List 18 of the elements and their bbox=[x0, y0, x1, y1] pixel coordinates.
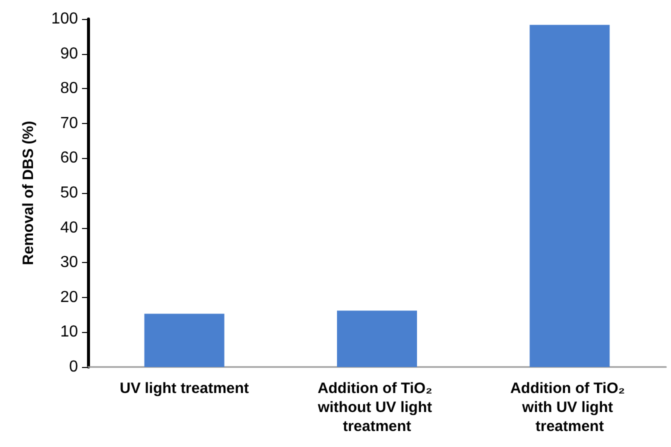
y-tick-label: 20 bbox=[60, 288, 78, 306]
y-tick-label: 100 bbox=[51, 10, 78, 28]
x-tick-label: UV light treatment bbox=[120, 380, 249, 397]
y-tick-label: 0 bbox=[69, 358, 78, 376]
bar bbox=[144, 314, 224, 367]
y-tick-label: 90 bbox=[60, 45, 78, 62]
y-tick-label: 40 bbox=[60, 219, 78, 236]
y-tick-label: 30 bbox=[60, 254, 78, 272]
x-tick-label: Addition of TiO₂ without UV light treatment bbox=[316, 380, 436, 435]
bar bbox=[530, 24, 610, 367]
y-tick-label: 70 bbox=[60, 114, 78, 132]
y-tick-label: 80 bbox=[60, 80, 78, 98]
bar bbox=[337, 310, 417, 367]
y-tick-label: 10 bbox=[60, 324, 78, 341]
x-tick-label: Addition of TiO₂ with UV light treatment bbox=[510, 380, 630, 435]
y-tick-label: 60 bbox=[60, 150, 78, 167]
y-axis-title: Removal of DBS (%) bbox=[20, 120, 37, 266]
y-tick-label: 50 bbox=[60, 184, 78, 202]
